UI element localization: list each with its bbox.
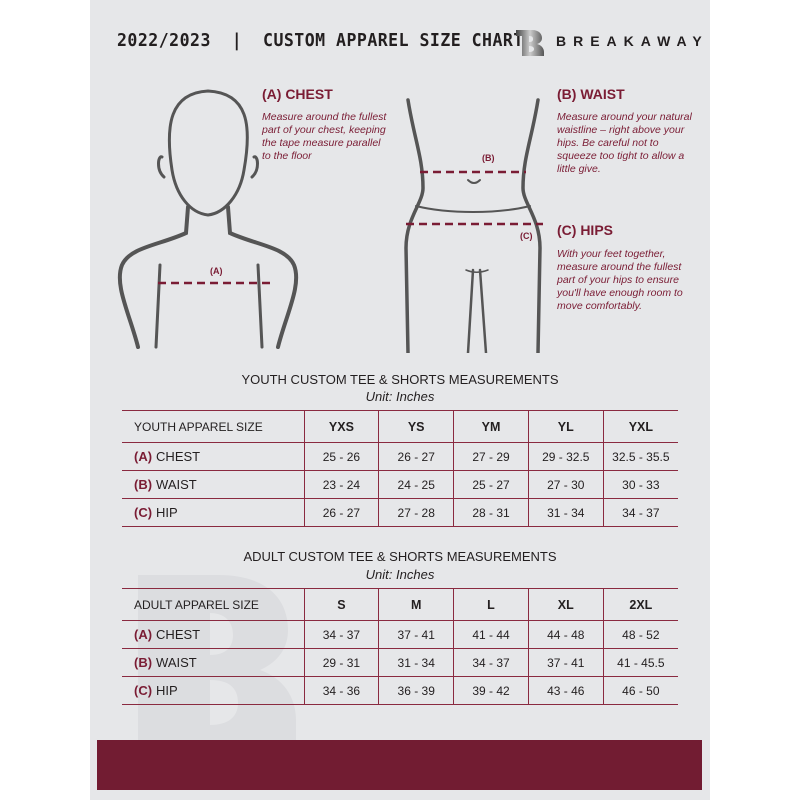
table-cell: 31 - 34 <box>527 498 604 527</box>
row-name: WAIST <box>156 655 197 670</box>
row-label: (C) HIP <box>122 498 304 527</box>
table-cell: 34 - 37 <box>303 620 379 649</box>
size-header: M <box>378 588 454 621</box>
table-cell: 27 - 30 <box>527 470 604 499</box>
table-cell: 23 - 24 <box>303 470 379 499</box>
header-label: YOUTH APPAREL SIZE <box>122 410 304 443</box>
size-header: S <box>303 588 379 621</box>
table-cell: 34 - 37 <box>453 648 529 677</box>
table-cell: 28 - 31 <box>453 498 529 527</box>
row-label: (A) CHEST <box>122 620 304 649</box>
waist-hips-figure-illustration <box>404 98 543 353</box>
table-cell: 27 - 29 <box>453 442 529 471</box>
page-title: 2022/2023 | CUSTOM APPAREL SIZE CHART <box>117 30 524 51</box>
table-cell: 43 - 46 <box>527 676 604 705</box>
row-name: HIP <box>156 683 178 698</box>
row-code: (A) <box>134 449 153 464</box>
table-cell: 41 - 45.5 <box>602 648 678 677</box>
youth-unit: Unit: Inches <box>365 389 435 404</box>
table-cell: 37 - 41 <box>378 620 454 649</box>
table-row: (A) CHEST 25 - 26 26 - 27 27 - 29 29 - 32.5 3… <box>122 442 678 471</box>
table-row: (B) WAIST 23 - 24 24 - 25 25 - 27 27 - 30 30 … <box>122 470 678 499</box>
table-cell: 30 - 33 <box>602 470 678 499</box>
table-cell: 39 - 42 <box>453 676 529 705</box>
table-cell: 36 - 39 <box>378 676 454 705</box>
row-name: HIP <box>156 505 178 520</box>
chest-marker: (A) <box>210 266 223 276</box>
table-cell: 26 - 27 <box>378 442 454 471</box>
row-label: (B) WAIST <box>122 648 304 677</box>
row-code: (B) <box>134 477 153 492</box>
table-cell: 27 - 28 <box>378 498 454 527</box>
adult-size-table: ADULT APPAREL SIZE S M L XL 2XL (A) CHEST… <box>122 588 678 705</box>
row-code: (A) <box>134 627 153 642</box>
table-cell: 34 - 37 <box>602 498 678 527</box>
size-header: YXL <box>602 410 678 443</box>
row-code: (C) <box>134 683 153 698</box>
table-cell: 48 - 52 <box>602 620 678 649</box>
table-row: (B) WAIST 29 - 31 31 - 34 34 - 37 37 - 41 41 … <box>122 648 678 677</box>
chest-heading: (A) CHEST <box>262 86 333 102</box>
brand-name: BREAKAWAY <box>556 33 709 49</box>
size-header: 2XL <box>602 588 678 621</box>
waist-heading: (B) WAIST <box>557 86 625 102</box>
youth-table-title: YOUTH CUSTOM TEE & SHORTS MEASUREMENTS <box>241 372 559 387</box>
table-cell: 24 - 25 <box>378 470 454 499</box>
hips-description: With your feet together, measure around … <box>557 248 683 312</box>
table-cell: 37 - 41 <box>527 648 604 677</box>
size-header: YM <box>453 410 529 443</box>
table-row: (C) HIP 34 - 36 36 - 39 39 - 42 43 - 46 46 - … <box>122 676 678 705</box>
table-cell: 44 - 48 <box>527 620 604 649</box>
row-name: CHEST <box>156 627 201 642</box>
adult-unit: Unit: Inches <box>365 567 435 582</box>
table-cell: 29 - 31 <box>303 648 379 677</box>
row-label: (A) CHEST <box>122 442 304 471</box>
youth-size-table: YOUTH APPAREL SIZE YXS YS YM YL YXL (A) C… <box>122 410 678 527</box>
hips-heading: (C) HIPS <box>557 222 613 238</box>
table-cell: 34 - 36 <box>303 676 379 705</box>
table-header-row: ADULT APPAREL SIZE S M L XL 2XL <box>122 588 678 621</box>
breakaway-logo-icon <box>516 30 544 56</box>
adult-table-title: ADULT CUSTOM TEE & SHORTS MEASUREMENTS <box>243 549 557 564</box>
hips-marker: (C) <box>520 231 533 241</box>
size-header: L <box>453 588 529 621</box>
row-label: (C) HIP <box>122 676 304 705</box>
chest-description: Measure around the fullest part of your … <box>262 111 387 162</box>
table-cell: 25 - 27 <box>453 470 529 499</box>
table-row: (A) CHEST 34 - 37 37 - 41 41 - 44 44 - 48 48 … <box>122 620 678 649</box>
row-name: CHEST <box>156 449 201 464</box>
waist-description: Measure around your natural waistline – … <box>557 111 692 175</box>
row-code: (B) <box>134 655 153 670</box>
row-name: WAIST <box>156 477 197 492</box>
size-header: YXS <box>303 410 379 443</box>
chest-figure-illustration <box>117 89 299 349</box>
size-header: YS <box>378 410 454 443</box>
row-label: (B) WAIST <box>122 470 304 499</box>
size-header: XL <box>527 588 604 621</box>
table-cell: 46 - 50 <box>602 676 678 705</box>
table-cell: 31 - 34 <box>378 648 454 677</box>
footer-band <box>97 740 702 790</box>
row-code: (C) <box>134 505 153 520</box>
table-header-row: YOUTH APPAREL SIZE YXS YS YM YL YXL <box>122 410 678 443</box>
table-row: (C) HIP 26 - 27 27 - 28 28 - 31 31 - 34 34 - … <box>122 498 678 527</box>
header-label: ADULT APPAREL SIZE <box>122 588 304 621</box>
table-cell: 25 - 26 <box>303 442 379 471</box>
table-cell: 26 - 27 <box>303 498 379 527</box>
waist-marker: (B) <box>482 153 495 163</box>
table-cell: 41 - 44 <box>453 620 529 649</box>
size-header: YL <box>527 410 604 443</box>
table-cell: 29 - 32.5 <box>527 442 604 471</box>
table-cell: 32.5 - 35.5 <box>602 442 678 471</box>
